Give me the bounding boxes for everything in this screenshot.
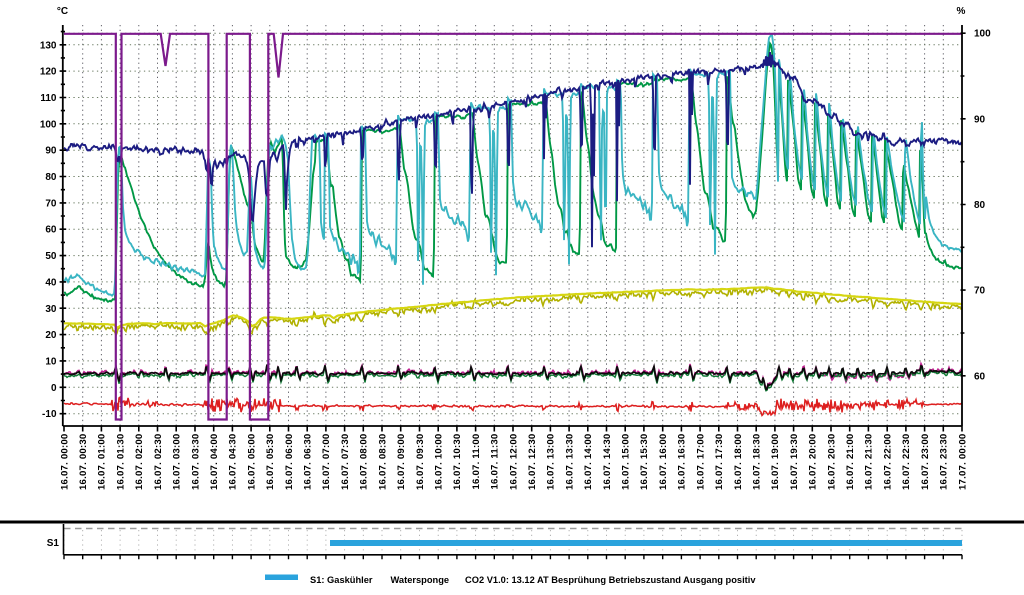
- svg-text:16.07. 05:30: 16.07. 05:30: [265, 434, 276, 491]
- svg-text:S1: S1: [47, 538, 60, 549]
- svg-text:16.07. 07:00: 16.07. 07:00: [321, 434, 332, 491]
- svg-text:16.07. 15:30: 16.07. 15:30: [639, 434, 650, 491]
- svg-text:16.07. 11:00: 16.07. 11:00: [471, 434, 482, 490]
- svg-text:30: 30: [45, 304, 57, 315]
- svg-text:17.07. 00:00: 17.07. 00:00: [957, 434, 968, 491]
- svg-text:60: 60: [974, 371, 986, 382]
- svg-text:130: 130: [40, 40, 57, 51]
- svg-text:16.07. 09:30: 16.07. 09:30: [415, 434, 426, 491]
- svg-text:16.07. 23:00: 16.07. 23:00: [920, 434, 931, 491]
- svg-text:70: 70: [974, 286, 986, 297]
- svg-text:16.07. 04:30: 16.07. 04:30: [228, 434, 239, 491]
- svg-text:16.07. 04:00: 16.07. 04:00: [209, 434, 220, 491]
- svg-text:60: 60: [45, 225, 57, 236]
- svg-text:16.07. 12:30: 16.07. 12:30: [527, 434, 538, 491]
- svg-text:16.07. 16:30: 16.07. 16:30: [677, 434, 688, 491]
- svg-text:16.07. 12:00: 16.07. 12:00: [508, 434, 519, 491]
- svg-text:16.07. 20:00: 16.07. 20:00: [808, 434, 819, 491]
- svg-text:110: 110: [40, 93, 57, 104]
- svg-text:16.07. 00:00: 16.07. 00:00: [59, 434, 70, 491]
- svg-text:16.07. 06:00: 16.07. 06:00: [284, 434, 295, 491]
- svg-text:90: 90: [974, 114, 986, 125]
- svg-text:16.07. 09:00: 16.07. 09:00: [396, 434, 407, 491]
- svg-text:16.07. 19:30: 16.07. 19:30: [789, 434, 800, 491]
- svg-text:16.07. 21:30: 16.07. 21:30: [864, 434, 875, 491]
- svg-text:50: 50: [45, 251, 57, 262]
- svg-text:16.07. 17:00: 16.07. 17:00: [695, 434, 706, 491]
- svg-text:16.07. 20:30: 16.07. 20:30: [826, 434, 837, 491]
- svg-text:120: 120: [40, 67, 57, 78]
- svg-text:°C: °C: [57, 6, 68, 17]
- svg-text:100: 100: [40, 119, 57, 130]
- svg-text:90: 90: [45, 146, 57, 157]
- svg-text:80: 80: [974, 200, 986, 211]
- svg-text:16.07. 05:00: 16.07. 05:00: [246, 434, 257, 491]
- svg-text:Watersponge: Watersponge: [391, 575, 450, 585]
- svg-text:16.07. 06:30: 16.07. 06:30: [303, 434, 314, 491]
- svg-text:16.07. 11:30: 16.07. 11:30: [490, 434, 501, 490]
- svg-text:-10: -10: [42, 409, 57, 420]
- svg-text:100: 100: [974, 29, 991, 40]
- svg-text:%: %: [957, 6, 966, 17]
- svg-text:16.07. 10:30: 16.07. 10:30: [452, 434, 463, 491]
- svg-text:16.07. 01:30: 16.07. 01:30: [115, 434, 126, 491]
- svg-text:16.07. 01:00: 16.07. 01:00: [97, 434, 108, 491]
- svg-text:CO2 V1.0: 13.12 AT Besprühung: CO2 V1.0: 13.12 AT Besprühung Betriebszu…: [465, 575, 756, 585]
- svg-text:16.07. 00:30: 16.07. 00:30: [78, 434, 89, 491]
- svg-text:16.07. 17:30: 16.07. 17:30: [714, 434, 725, 491]
- svg-text:16.07. 14:00: 16.07. 14:00: [583, 434, 594, 491]
- svg-text:80: 80: [45, 172, 57, 183]
- svg-text:16.07. 23:30: 16.07. 23:30: [939, 434, 950, 491]
- svg-text:16.07. 19:00: 16.07. 19:00: [770, 434, 781, 491]
- svg-text:16.07. 08:00: 16.07. 08:00: [359, 434, 370, 491]
- svg-text:16.07. 13:00: 16.07. 13:00: [546, 434, 557, 491]
- svg-text:S1: Gaskühler: S1: Gaskühler: [310, 575, 373, 585]
- svg-text:70: 70: [45, 198, 57, 209]
- svg-text:16.07. 13:30: 16.07. 13:30: [564, 434, 575, 491]
- svg-text:0: 0: [51, 383, 57, 394]
- svg-text:16.07. 10:00: 16.07. 10:00: [434, 434, 445, 491]
- svg-text:16.07. 03:00: 16.07. 03:00: [172, 434, 183, 491]
- svg-text:16.07. 08:30: 16.07. 08:30: [377, 434, 388, 491]
- svg-text:40: 40: [45, 277, 57, 288]
- svg-text:16.07. 21:00: 16.07. 21:00: [845, 434, 856, 491]
- svg-text:10: 10: [45, 356, 57, 367]
- svg-text:16.07. 03:30: 16.07. 03:30: [190, 434, 201, 491]
- svg-text:16.07. 15:00: 16.07. 15:00: [621, 434, 632, 491]
- svg-text:16.07. 02:00: 16.07. 02:00: [134, 434, 145, 491]
- svg-text:16.07. 02:30: 16.07. 02:30: [153, 434, 164, 491]
- svg-text:20: 20: [45, 330, 57, 341]
- svg-text:16.07. 16:00: 16.07. 16:00: [658, 434, 669, 491]
- svg-text:16.07. 22:30: 16.07. 22:30: [901, 434, 912, 491]
- svg-text:16.07. 22:00: 16.07. 22:00: [883, 434, 894, 491]
- svg-text:16.07. 18:30: 16.07. 18:30: [752, 434, 763, 491]
- svg-text:16.07. 18:00: 16.07. 18:00: [733, 434, 744, 491]
- svg-text:16.07. 14:30: 16.07. 14:30: [602, 434, 613, 491]
- svg-text:16.07. 07:30: 16.07. 07:30: [340, 434, 351, 491]
